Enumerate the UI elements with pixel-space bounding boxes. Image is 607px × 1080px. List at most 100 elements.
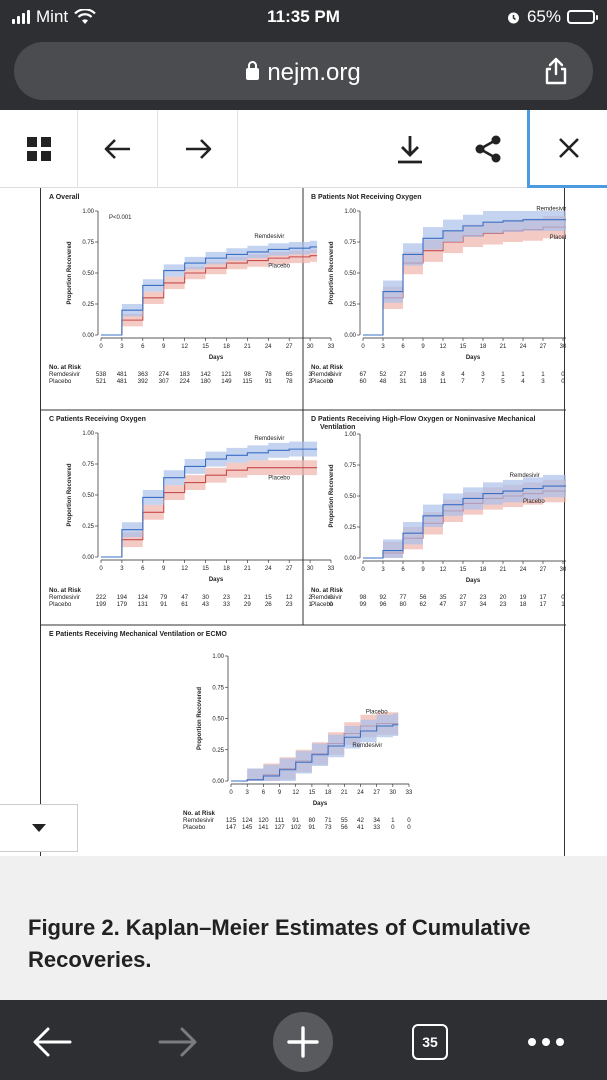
risk-cell: 3 (308, 371, 312, 378)
risk-cell: 47 (440, 601, 447, 608)
risk-cell: 15 (265, 594, 272, 601)
risk-cell: 37 (460, 601, 467, 608)
forward-arrow-icon (158, 1027, 197, 1057)
x-tick-label: 30 (389, 790, 396, 796)
y-tick-label: 0.00 (82, 333, 94, 339)
risk-cell: 12 (286, 594, 293, 601)
risk-cell: 62 (420, 601, 427, 608)
new-tab-button[interactable] (273, 1012, 333, 1072)
x-tick-label: 24 (265, 344, 272, 350)
back-button[interactable] (22, 1012, 82, 1072)
risk-table-header: No. at Risk (311, 587, 344, 594)
risk-cell: 194 (117, 594, 128, 601)
x-tick-label: 27 (286, 344, 293, 350)
ci-band-remdesivir (231, 713, 399, 781)
x-tick-label: 15 (202, 566, 209, 572)
y-tick-label: 0.75 (344, 463, 356, 469)
risk-cell: 7 (461, 378, 465, 385)
series-label-remdesivir: Remdesivir (254, 234, 284, 240)
tabs-button[interactable]: 35 (400, 1012, 460, 1072)
risk-cell: 91 (265, 378, 272, 385)
x-tick-label: 6 (401, 567, 405, 573)
risk-cell: 27 (400, 371, 407, 378)
x-tick-label: 0 (361, 567, 365, 573)
previous-figure-button[interactable] (78, 110, 158, 188)
y-tick-label: 0.00 (82, 555, 94, 561)
risk-cell: 18 (420, 378, 427, 385)
grid-view-button[interactable] (0, 110, 78, 188)
risk-cell: 96 (380, 601, 387, 608)
x-tick-label: 27 (373, 790, 380, 796)
x-tick-label: 12 (181, 566, 188, 572)
risk-cell: 73 (325, 824, 332, 831)
y-axis-label: Proportion Recovered (67, 463, 73, 526)
series-label-remdesivir: Remdesivir (536, 207, 566, 213)
x-tick-label: 15 (460, 567, 467, 573)
forward-button[interactable] (148, 1012, 208, 1072)
x-tick-label: 6 (141, 566, 145, 572)
alarm-icon (507, 12, 519, 23)
y-tick-label: 0.25 (212, 748, 224, 754)
y-tick-label: 0.25 (344, 302, 356, 308)
risk-row-label: Remdesivir (311, 594, 342, 601)
risk-cell: 111 (275, 817, 285, 824)
x-tick-label: 6 (262, 790, 266, 796)
ci-band-placebo (101, 460, 318, 557)
risk-cell: 34 (480, 601, 487, 608)
panel-title-C: C Patients Receiving Oxygen (49, 416, 146, 423)
risk-table-header: No. at Risk (183, 810, 216, 817)
tabs-count: 35 (412, 1024, 448, 1060)
risk-cell: 8 (441, 371, 445, 378)
series-line-remdesivir (363, 485, 570, 559)
y-tick-label: 0.00 (344, 333, 356, 339)
x-axis-label: Days (466, 355, 481, 361)
close-icon (558, 137, 579, 158)
risk-cell: 0 (329, 378, 333, 385)
risk-cell: 26 (265, 601, 272, 608)
risk-cell: 141 (258, 824, 269, 831)
share-nodes-icon (475, 135, 501, 163)
risk-cell: 125 (226, 817, 237, 824)
more-menu-button[interactable] (516, 1012, 576, 1072)
battery-group: 65% (506, 7, 598, 27)
series-label-placebo: Placebo (366, 710, 388, 716)
risk-cell: 23 (500, 601, 507, 608)
close-viewer-button[interactable] (527, 110, 607, 188)
risk-cell: 199 (96, 601, 107, 608)
figure-caption: Figure 2. Kaplan–Meier Estimates of Cumu… (28, 915, 531, 972)
risk-cell: 80 (400, 601, 407, 608)
risk-cell: 0 (561, 594, 565, 601)
x-tick-label: 6 (141, 344, 145, 350)
risk-row-label: Remdesivir (49, 371, 80, 378)
download-icon (398, 136, 422, 164)
address-bar[interactable]: nejm.org (14, 42, 593, 100)
x-tick-label: 18 (223, 344, 230, 350)
y-axis-label: Proportion Recovered (329, 464, 335, 527)
y-tick-label: 0.00 (344, 556, 356, 562)
risk-cell: 99 (360, 601, 367, 608)
risk-cell: 521 (96, 378, 107, 385)
y-tick-label: 0.25 (82, 302, 94, 308)
figure-viewer[interactable]: A Overall 0.00 0.25 0.50 0.75 1.00 0 3 6 9 12 15 18 2… (0, 188, 607, 856)
risk-cell: 17 (540, 601, 547, 608)
arrow-left-icon (104, 139, 130, 159)
risk-cell: 52 (380, 371, 387, 378)
x-tick-label: 3 (381, 567, 385, 573)
share-figure-button[interactable] (450, 110, 526, 188)
download-button[interactable] (370, 110, 450, 188)
risk-cell: 222 (96, 594, 107, 601)
browser-bottom-bar: 35 (0, 1000, 607, 1080)
x-tick-label: 12 (292, 790, 299, 796)
risk-cell: 149 (221, 378, 232, 385)
risk-cell: 41 (357, 824, 364, 831)
share-icon[interactable] (541, 56, 571, 86)
risk-cell: 27 (460, 594, 467, 601)
x-tick-label: 33 (328, 344, 335, 350)
next-figure-button[interactable] (158, 110, 238, 188)
ci-band-remdesivir (363, 474, 570, 558)
caption-toggle-button[interactable] (0, 804, 78, 852)
x-tick-label: 12 (181, 344, 188, 350)
risk-cell: 91 (160, 601, 167, 608)
x-tick-label: 30 (307, 344, 314, 350)
risk-row-label: Placebo (49, 601, 72, 608)
